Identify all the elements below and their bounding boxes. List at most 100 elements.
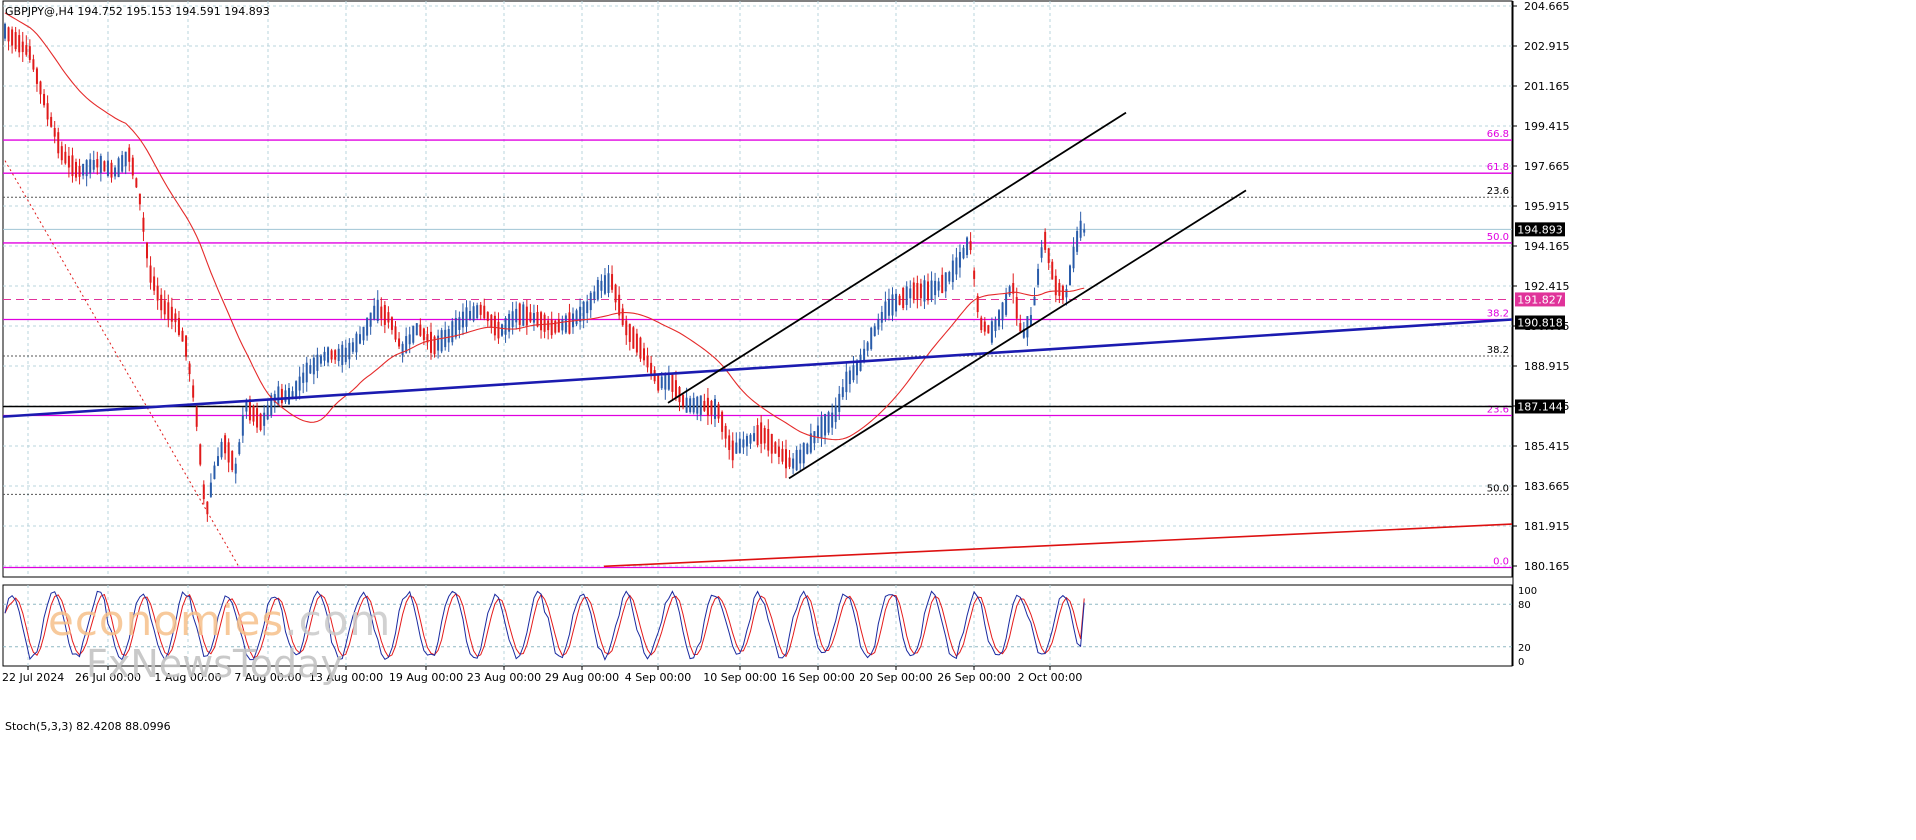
candle-body xyxy=(714,398,716,419)
candle-body xyxy=(824,414,827,436)
candle-body xyxy=(660,376,663,389)
candle-body xyxy=(614,284,617,303)
candle-body xyxy=(582,301,585,321)
candle-body xyxy=(351,342,354,352)
candle-body xyxy=(724,425,727,439)
stoch-panel-frame xyxy=(2,584,1513,667)
candle-body xyxy=(1015,297,1018,319)
channel-upper-line xyxy=(667,111,1127,404)
candle-body xyxy=(806,443,809,454)
candle-body xyxy=(799,449,802,464)
candle-body xyxy=(983,321,986,332)
candle-body xyxy=(451,321,454,343)
candle-body xyxy=(579,306,582,322)
candle-body xyxy=(433,336,436,355)
candle-body xyxy=(994,319,997,331)
candle-body xyxy=(1044,231,1047,250)
candle-body xyxy=(600,280,603,291)
candle-body xyxy=(731,440,734,461)
candle-body xyxy=(873,326,876,337)
candle-body xyxy=(650,362,653,375)
candle-body xyxy=(639,337,642,359)
candle-body xyxy=(760,422,763,444)
candle-body xyxy=(447,329,450,343)
price-tag-label: 190.818 xyxy=(1517,317,1563,330)
candle-body xyxy=(792,458,795,469)
candle-body xyxy=(373,305,376,320)
candle-body xyxy=(941,274,944,294)
candle-body xyxy=(188,363,191,375)
candle-body xyxy=(1029,315,1032,326)
candle-body xyxy=(685,397,688,413)
stoch-level-label: 0 xyxy=(1518,657,1524,668)
fib-dotted-label: 23.6 xyxy=(1487,186,1509,197)
stoch-level-label: 20 xyxy=(1518,643,1531,654)
candle-body xyxy=(710,400,713,415)
candle-body xyxy=(114,167,117,177)
candle-body xyxy=(643,348,645,361)
candle-body xyxy=(64,151,67,164)
candle-body xyxy=(848,370,851,385)
y-tick-label: 202.915 xyxy=(1524,40,1570,53)
candle-body xyxy=(706,397,709,416)
candle-body xyxy=(153,276,156,291)
candle-body xyxy=(309,365,312,374)
candle-body xyxy=(348,342,351,360)
candle-body xyxy=(383,305,386,325)
candle-body xyxy=(419,324,422,336)
candle-body xyxy=(57,132,60,154)
candle-body xyxy=(426,334,429,343)
stoch-level-label: 80 xyxy=(1518,600,1531,611)
price-tag-box xyxy=(1515,292,1565,307)
candle-body xyxy=(337,348,340,362)
x-tick-label: 26 Sep 00:00 xyxy=(937,671,1010,684)
candle-body xyxy=(472,306,475,321)
candle-body xyxy=(14,32,17,50)
candle-body xyxy=(75,161,77,178)
candle-body xyxy=(749,434,752,444)
candle-body xyxy=(295,381,298,398)
candle-body xyxy=(398,338,401,347)
candle-body xyxy=(671,374,674,392)
candle-body xyxy=(561,319,564,331)
candle-body xyxy=(753,433,756,442)
candle-body xyxy=(745,435,748,447)
candle-body xyxy=(763,428,766,444)
candle-body xyxy=(863,348,866,361)
candle-body xyxy=(816,425,819,438)
x-tick-label: 19 Aug 00:00 xyxy=(389,671,463,684)
candle-body xyxy=(493,315,496,336)
candle-body xyxy=(483,305,486,319)
candle-body xyxy=(174,313,177,323)
candle-body xyxy=(667,375,670,390)
candle-body xyxy=(540,312,543,331)
candle-body xyxy=(25,45,28,55)
candle-body xyxy=(359,334,361,344)
candle-body xyxy=(1037,268,1040,285)
candle-body xyxy=(955,257,958,275)
candle-body xyxy=(50,116,53,127)
candle-body xyxy=(305,362,308,383)
y-tick-label: 185.415 xyxy=(1524,440,1570,453)
candle-body xyxy=(461,311,464,328)
candle-body xyxy=(781,448,784,462)
candle-body xyxy=(376,299,379,321)
candle-body xyxy=(969,241,972,251)
symbol-header: GBPJPY@,H4 194.752 195.153 194.591 194.8… xyxy=(5,5,270,18)
candle-body xyxy=(32,59,35,70)
candle-body xyxy=(621,308,624,325)
candle-body xyxy=(67,155,70,168)
candle-body xyxy=(543,314,546,332)
candle-body xyxy=(554,320,557,333)
candle-body xyxy=(1051,261,1054,280)
candle-body xyxy=(280,388,283,404)
x-tick-label: 20 Sep 00:00 xyxy=(859,671,932,684)
candle-body xyxy=(1058,282,1061,296)
candle-body xyxy=(575,310,578,325)
candle-body xyxy=(476,305,479,319)
candle-body xyxy=(1040,247,1043,258)
watermark-economies: economies.com xyxy=(48,596,391,645)
candle-body xyxy=(1033,296,1036,306)
candle-body xyxy=(224,435,227,454)
